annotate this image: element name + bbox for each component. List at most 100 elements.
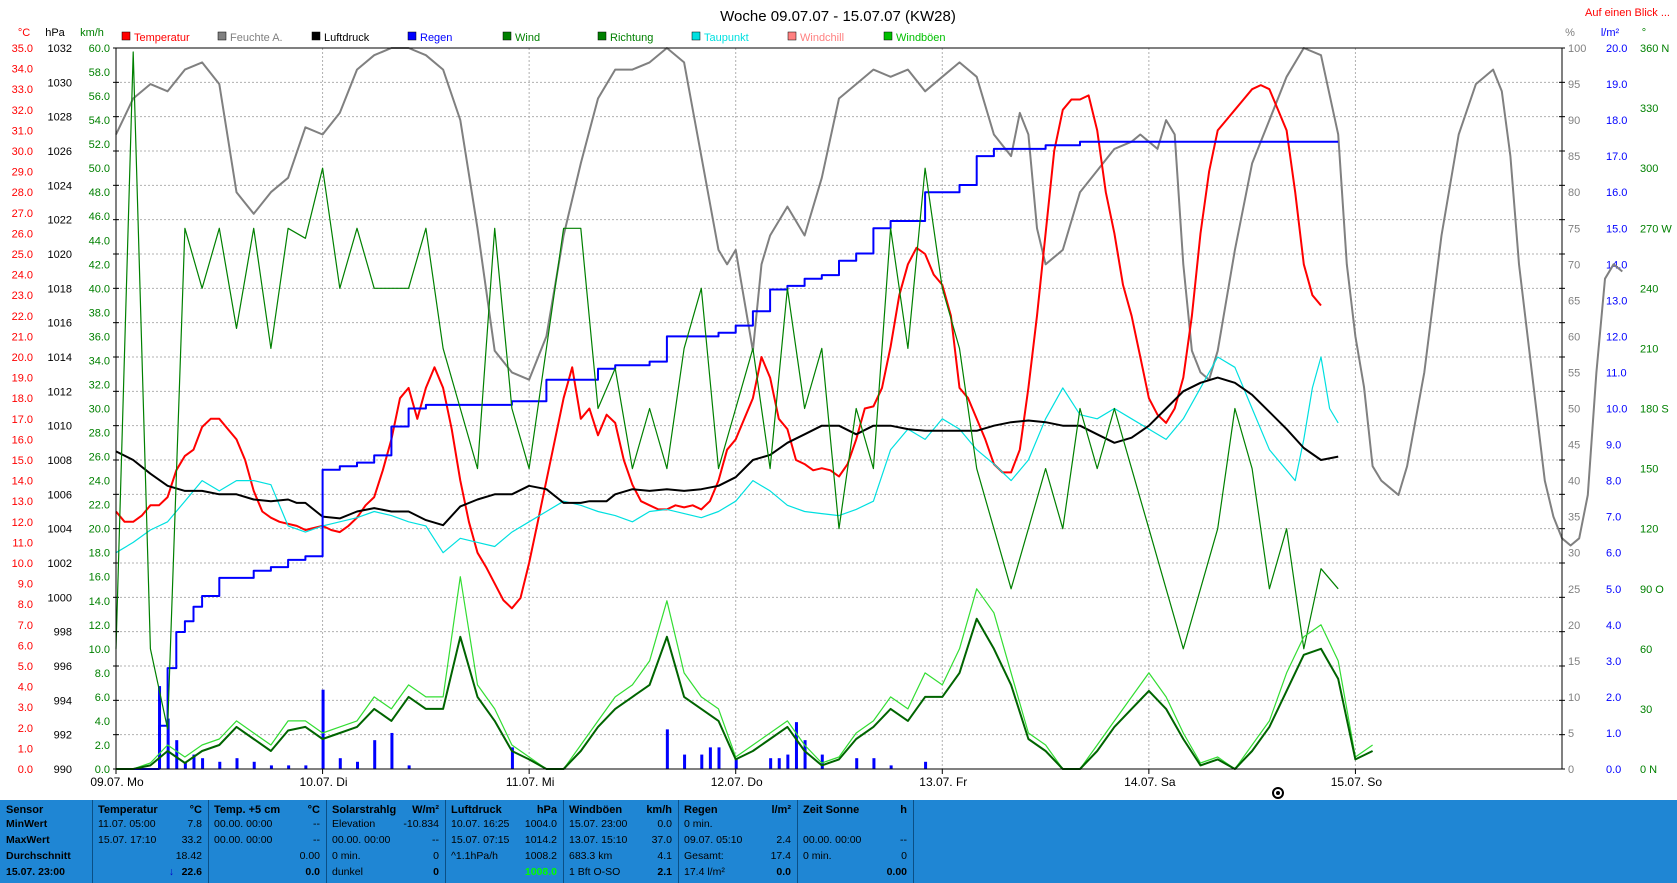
series-line-taupunkt: [115, 356, 1339, 554]
corner-note[interactable]: Auf einen Blick ...: [1585, 7, 1670, 19]
axis-unit: km/h: [80, 27, 104, 39]
rain-bar: [407, 765, 411, 769]
weather-chart: Woche 09.07.07 - 15.07.07 (KW28) Auf ein…: [11, 7, 1673, 799]
y-tick-label: 30: [1640, 704, 1652, 716]
table-header: Windböen: [569, 804, 623, 816]
y-tick-label: 6.0: [95, 692, 110, 704]
y-tick-label: 100: [1568, 43, 1586, 55]
x-axis: 09.07. Mo 10.07. Di 11.07. Mi 12.07. Do 13.0…: [90, 769, 1382, 789]
y-tick-label: 2.0: [1606, 692, 1621, 704]
y-tick-label: 27.0: [12, 208, 33, 220]
y-tick-label: 0 N: [1640, 764, 1657, 776]
y-tick-label: 10.0: [12, 558, 33, 570]
y-tick-label: 19.0: [12, 373, 33, 385]
table-cell: 00.00. 00:00: [332, 834, 391, 846]
legend-label: Feuchte A.: [230, 32, 283, 44]
table-cell: 1 Bft O-SO: [569, 866, 621, 878]
y-tick-label: 45: [1568, 440, 1580, 452]
y-tick-label: 38.0: [89, 307, 110, 319]
table-value: 1008.2: [524, 850, 557, 862]
y-tick-label: 60: [1640, 644, 1652, 656]
y-tick-label: 16.0: [1606, 187, 1627, 199]
y-tick-label: 6.0: [18, 640, 33, 652]
y-tick-label: 11.0: [1606, 367, 1627, 379]
y-tick-label: 28.0: [12, 187, 33, 199]
x-tick-label: 10.07. Di: [300, 775, 348, 789]
axis-units: °C hPa km/h% l/m² °: [18, 27, 1646, 39]
table-cell: 15.07. 07:15: [451, 834, 510, 846]
y-tick-label: 90 O: [1640, 584, 1664, 596]
y-tick-label: 48.0: [89, 187, 110, 199]
rain-bar: [201, 758, 205, 769]
y-tick-label: 10: [1568, 692, 1580, 704]
rain-bar: [356, 761, 359, 769]
y-tick-label: 11.0: [12, 537, 33, 549]
y-tick-label: 2.0: [18, 723, 33, 735]
y-tick-label: 8.0: [18, 599, 33, 611]
y-tick-label: 0.0: [1606, 764, 1621, 776]
table-cell: 11.07. 05:00: [98, 818, 156, 830]
y-tick-label: 12.0: [1606, 331, 1627, 343]
rain-bar: [717, 747, 721, 769]
rain-bar: [373, 740, 377, 769]
table-column: Sensor MinWert MaxWert Durchschnitt 15.07. 2…: [0, 800, 93, 883]
y-tick-label: 21.0: [12, 331, 33, 343]
y-tick-label: 1016: [48, 318, 72, 330]
y-tick-label: 25.0: [12, 249, 33, 261]
table-cell: MaxWert: [6, 834, 50, 846]
y-tick-label: 34.0: [89, 355, 110, 367]
table-cell: dunkel: [332, 866, 363, 878]
y-tick-label: 7.0: [18, 620, 33, 632]
series-lines: [115, 47, 1623, 770]
table-cell: Gesamt:: [684, 850, 724, 862]
y-tick-label: 210: [1640, 343, 1658, 355]
y-tick-label: 180 S: [1640, 404, 1669, 416]
y-tick-label: 34.0: [12, 64, 33, 76]
table-value: 0: [433, 850, 439, 862]
y-tick-label: 998: [54, 627, 72, 639]
table-value: 0.0: [657, 818, 672, 830]
table-value: 37.0: [651, 834, 672, 846]
axis-unit: hPa: [45, 27, 65, 39]
table-cell: 0 min.: [332, 850, 361, 862]
table-header: Sensor: [6, 804, 44, 816]
rain-bar: [889, 765, 893, 769]
y-tick-label: 19.0: [1606, 79, 1627, 91]
y-tick-label: 360 N: [1640, 43, 1669, 55]
table-value: 1014.2: [524, 834, 557, 846]
rain-bar: [734, 758, 738, 769]
y-tick-label: 1008: [48, 455, 72, 467]
rain-bar: [183, 761, 187, 769]
rain-bar: [855, 758, 859, 769]
rain-bar: [769, 758, 773, 769]
y-tick-label: 1002: [48, 558, 72, 570]
y-tick-label: 1028: [48, 112, 72, 124]
table-value: 0.00: [886, 866, 907, 878]
y-tick-label: 7.0: [1606, 512, 1621, 524]
table-cell: 0 min.: [803, 850, 832, 862]
table-header: Luftdruck: [451, 804, 502, 816]
table-column: Temperatur °C 11.07. 05:00 7.8 15.07. 17:10 3…: [92, 800, 209, 883]
y-tick-label: 60.0: [89, 43, 110, 55]
series-line-wind: [116, 617, 1374, 770]
y-tick-label: 150: [1640, 464, 1658, 476]
table-value: 18.42: [175, 850, 202, 862]
y-tick-label: 54.0: [89, 115, 110, 127]
y-tick-label: 32.0: [12, 105, 33, 117]
table-value: 2.1: [657, 866, 672, 878]
y-tick-label: 18.0: [1606, 115, 1627, 127]
y-tick-label: 0: [1568, 764, 1574, 776]
y-tick-label: 1014: [48, 352, 72, 364]
x-tick-label: 12.07. Do: [711, 775, 763, 789]
table-column: Windböen km/h 15.07. 23:00 0.0 13.07. 15:10 3…: [563, 800, 679, 883]
y-tick-label: 33.0: [12, 84, 33, 96]
y-tick-label: 9.0: [1606, 440, 1621, 452]
series-line-feuchte-a-: [115, 47, 1623, 547]
axis-unit: °: [1642, 27, 1646, 39]
y-tick-label: 16.0: [89, 572, 110, 584]
chart-title: Woche 09.07.07 - 15.07.07 (KW28): [720, 8, 956, 25]
table-cell: MinWert: [6, 818, 48, 830]
table-value: 22.6: [181, 866, 202, 878]
table-value: 0.0: [776, 866, 791, 878]
y-tick-label: 15: [1568, 656, 1580, 668]
